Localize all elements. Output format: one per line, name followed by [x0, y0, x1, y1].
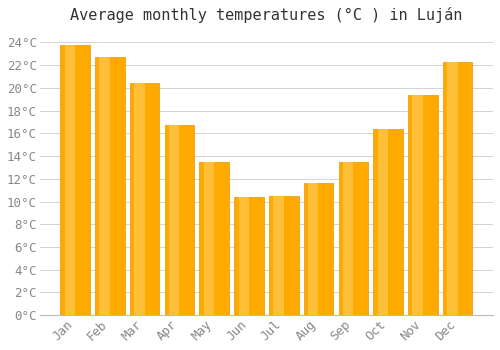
Bar: [130, 83, 160, 315]
Bar: [443, 62, 472, 315]
Bar: [234, 197, 264, 315]
Bar: [169, 125, 179, 315]
Bar: [64, 45, 75, 315]
Title: Average monthly temperatures (°C ) in Luján: Average monthly temperatures (°C ) in Lu…: [70, 7, 462, 23]
Bar: [378, 129, 388, 315]
Bar: [164, 125, 194, 315]
Bar: [408, 95, 438, 315]
Bar: [374, 129, 403, 315]
Bar: [200, 162, 229, 315]
Bar: [95, 57, 124, 315]
Bar: [274, 196, 283, 315]
Bar: [134, 83, 144, 315]
Bar: [447, 62, 458, 315]
Bar: [343, 162, 353, 315]
Bar: [238, 197, 249, 315]
Bar: [304, 183, 334, 315]
Bar: [338, 162, 368, 315]
Bar: [204, 162, 214, 315]
Bar: [412, 95, 422, 315]
Bar: [100, 57, 110, 315]
Bar: [269, 196, 298, 315]
Bar: [308, 183, 318, 315]
Bar: [60, 45, 90, 315]
